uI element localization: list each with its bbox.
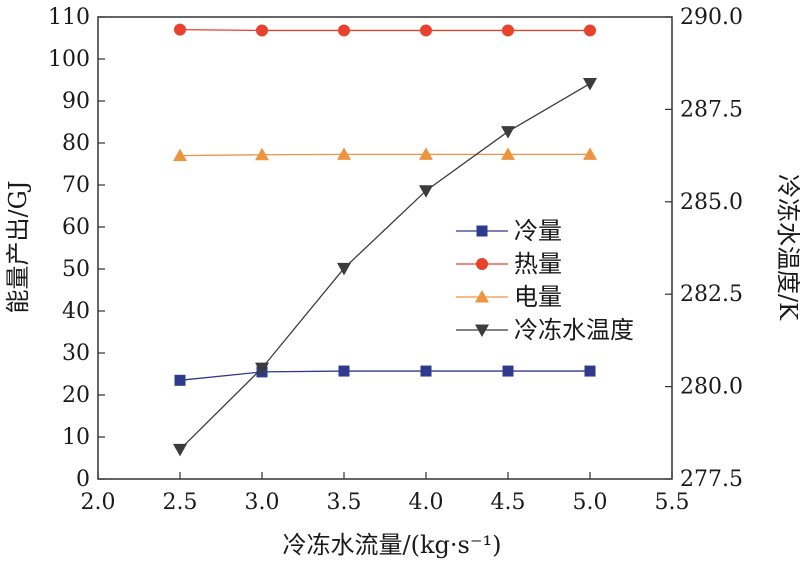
data-point-circle (420, 24, 432, 37)
y-left-tick-label: 80 (62, 131, 90, 156)
y-right-tick-label: 285.0 (680, 190, 743, 215)
legend-marker (475, 290, 489, 303)
y-left-tick-label: 50 (62, 257, 90, 282)
y-left-tick-label: 20 (62, 383, 90, 408)
x-tick-label: 5.0 (573, 490, 608, 515)
data-point-circle (174, 23, 186, 36)
y-left-tick-label: 30 (62, 341, 90, 366)
data-point-triangle-up (255, 147, 269, 161)
y-left-axis-title: 能量产出/GJ (4, 181, 32, 314)
data-point-circle (584, 24, 596, 37)
legend-label: 热量 (514, 250, 562, 278)
data-point-circle (256, 24, 268, 37)
legend-label: 电量 (514, 283, 562, 311)
plot-frame (97, 16, 673, 480)
x-tick-label: 5.5 (655, 490, 690, 515)
legend-label: 冷冻水温度 (514, 316, 634, 344)
x-tick-label: 2.5 (163, 490, 198, 515)
x-tick-label: 2.0 (81, 490, 116, 515)
x-tick-label: 3.0 (245, 490, 280, 515)
series-line-0 (179, 370, 590, 381)
y-left-tick-label: 10 (62, 425, 90, 450)
data-point-triangle-down (255, 362, 269, 376)
data-point-square (338, 365, 350, 377)
y-right-tick-label: 277.5 (680, 467, 743, 492)
y-right-tick-label: 290.0 (680, 5, 743, 30)
y-right-tick-label: 280.0 (680, 375, 743, 400)
y-left-tick-label: 110 (48, 5, 90, 30)
series-line-3 (179, 82, 591, 450)
series-line-1 (179, 28, 590, 32)
legend-label: 冷量 (514, 217, 562, 245)
x-axis-title: 冷冻水流量/(kg·s⁻¹) (283, 531, 502, 559)
data-point-square (420, 365, 432, 377)
data-point-circle (338, 24, 350, 37)
data-point-triangle-down (337, 262, 351, 276)
y-right-tick-label: 282.5 (680, 282, 743, 307)
data-point-triangle-up (173, 148, 187, 162)
y-left-tick-label: 60 (62, 215, 90, 240)
y-left-tick-label: 0 (76, 467, 90, 492)
series-line-2 (179, 153, 590, 157)
data-point-triangle-down (583, 78, 597, 91)
y-left-tick-label: 100 (48, 47, 90, 72)
data-point-triangle-up (501, 147, 515, 160)
y-left-tick-label: 90 (62, 89, 90, 114)
data-point-triangle-up (419, 147, 433, 160)
y-right-tick-label: 287.5 (680, 97, 743, 122)
data-point-circle (502, 24, 514, 37)
legend-marker (476, 258, 488, 270)
data-point-triangle-down (501, 126, 515, 139)
y-left-tick-label: 40 (62, 299, 90, 324)
x-tick-label: 3.5 (327, 490, 362, 515)
y-left-tick-label: 70 (62, 173, 90, 198)
data-point-triangle-down (419, 185, 433, 198)
legend-marker (476, 225, 488, 237)
data-point-square (174, 374, 186, 386)
data-point-triangle-down (173, 443, 187, 457)
data-point-triangle-up (337, 147, 351, 160)
legend-marker (475, 324, 489, 337)
data-point-square (502, 365, 514, 377)
data-point-triangle-up (583, 147, 597, 160)
y-right-axis-title: 冷冻水温度/K (774, 174, 800, 321)
data-point-square (584, 365, 596, 377)
x-tick-label: 4.0 (409, 490, 444, 515)
x-tick-label: 4.5 (491, 490, 526, 515)
